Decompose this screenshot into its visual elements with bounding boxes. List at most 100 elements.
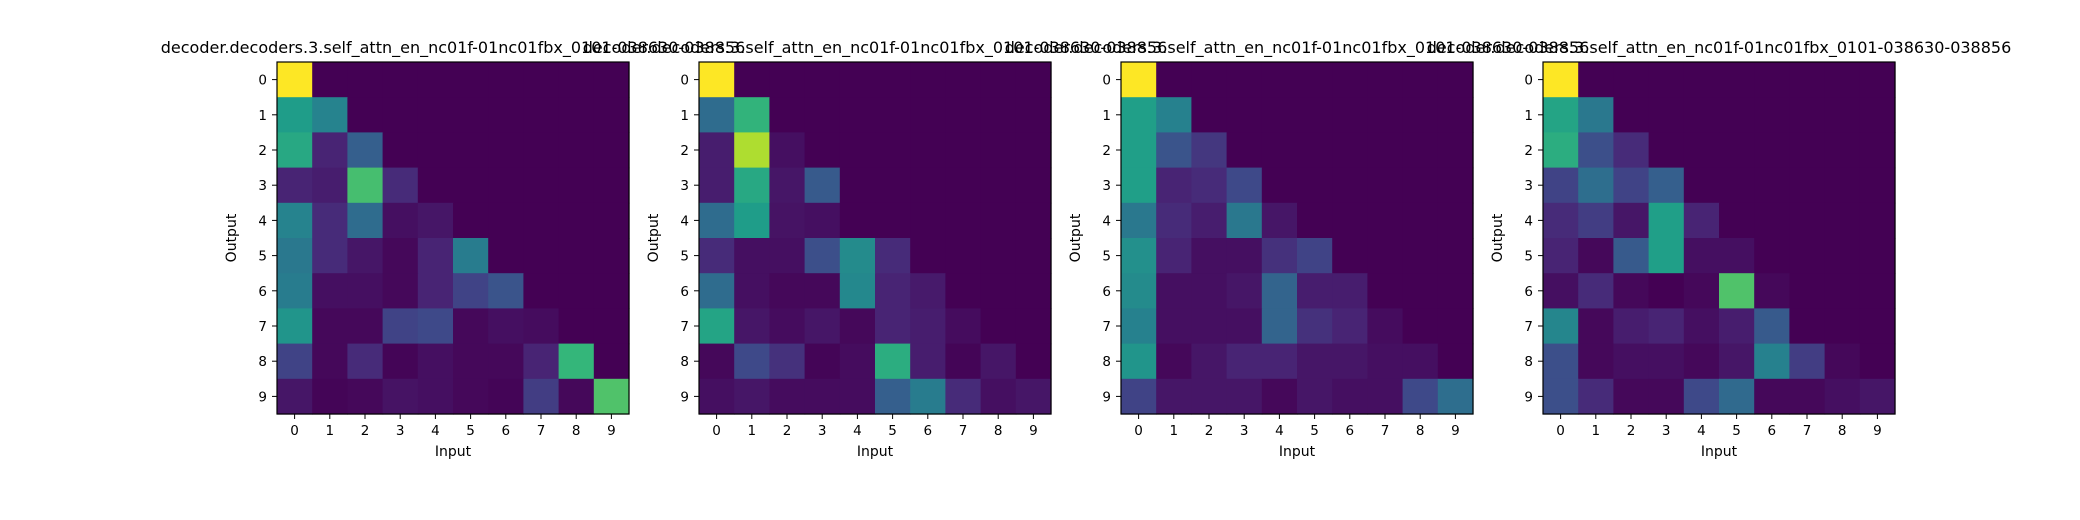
heatmap-cell xyxy=(1719,202,1755,239)
heatmap-cell xyxy=(1683,167,1720,204)
x-tick-label: 8 xyxy=(572,423,581,439)
y-tick-label: 9 xyxy=(258,389,267,405)
heatmap-cell xyxy=(1437,202,1474,239)
y-tick-label: 8 xyxy=(1524,354,1533,370)
heatmap-cell xyxy=(1297,273,1333,309)
heatmap-cell xyxy=(523,202,560,239)
heatmap-cell xyxy=(558,132,595,169)
heatmap-cell xyxy=(945,132,982,169)
heatmap-cell xyxy=(1226,238,1263,274)
heatmap-cell xyxy=(1613,378,1650,415)
heatmap-cell xyxy=(980,62,1017,98)
heatmap-cell xyxy=(453,97,489,133)
heatmap-cell xyxy=(382,273,419,309)
y-tick-label: 4 xyxy=(1102,213,1111,229)
heatmap-cell xyxy=(1402,343,1439,380)
heatmap-cell xyxy=(839,238,876,274)
heatmap-cell xyxy=(1437,97,1474,133)
y-tick-label: 5 xyxy=(680,249,689,265)
heatmap-cell xyxy=(980,132,1017,169)
x-tick-label: 6 xyxy=(502,423,511,439)
heatmap-cell xyxy=(593,202,630,239)
heatmap-cell xyxy=(1824,132,1861,169)
heatmap-cell xyxy=(312,238,348,274)
heatmap-cell xyxy=(347,273,384,309)
heatmap-cell xyxy=(699,238,735,274)
y-tick-label: 3 xyxy=(258,178,267,194)
heatmap-cell xyxy=(1613,238,1650,274)
heatmap-cell xyxy=(1613,62,1650,98)
y-tick-label: 7 xyxy=(680,319,689,335)
heatmap-cell xyxy=(488,343,524,380)
heatmap-cell xyxy=(1191,97,1228,133)
heatmap-cell xyxy=(1261,97,1298,133)
heatmap-cell xyxy=(1367,378,1404,415)
heatmap-cell xyxy=(1789,62,1826,98)
heatmap-cell xyxy=(1297,343,1333,380)
heatmap-cell xyxy=(1683,62,1720,98)
heatmap-cell xyxy=(1402,308,1439,345)
y-tick-label: 2 xyxy=(1102,143,1111,159)
heatmap-cell xyxy=(1648,97,1685,133)
heatmap-cell xyxy=(312,308,348,345)
heatmap-cell xyxy=(1121,202,1157,239)
heatmap-cell xyxy=(1191,202,1228,239)
heatmap-cell xyxy=(804,308,841,345)
heatmap-cell xyxy=(839,378,876,415)
heatmap-cell xyxy=(347,97,384,133)
heatmap-cell xyxy=(312,167,348,204)
heatmap-cell xyxy=(1261,378,1298,415)
heatmap-cell xyxy=(1226,343,1263,380)
heatmap-cell xyxy=(1015,343,1052,380)
heatmap-cell xyxy=(1859,308,1896,345)
heatmap-cell xyxy=(382,202,419,239)
x-tick-label: 7 xyxy=(1381,423,1390,439)
heatmap-cell xyxy=(1613,343,1650,380)
heatmap-cell xyxy=(699,378,735,415)
heatmap-cell xyxy=(910,202,946,239)
heatmap-cell xyxy=(910,167,946,204)
heatmap-cell xyxy=(558,308,595,345)
heatmap-cell xyxy=(804,202,841,239)
heatmap-cell xyxy=(347,343,384,380)
heatmap-cell xyxy=(1261,238,1298,274)
heatmap-cell xyxy=(1683,343,1720,380)
y-tick-label: 2 xyxy=(258,143,267,159)
heatmap-cell xyxy=(1226,378,1263,415)
heatmap-cell xyxy=(945,308,982,345)
heatmap-cell xyxy=(734,378,770,415)
heatmap-cell xyxy=(453,167,489,204)
heatmap-cell xyxy=(1648,62,1685,98)
heatmap-cell xyxy=(1754,97,1790,133)
heatmap-cell xyxy=(417,308,454,345)
heatmap-cell xyxy=(1543,378,1579,415)
heatmap-cell xyxy=(1121,97,1157,133)
heatmap-cell xyxy=(980,202,1017,239)
x-tick-label: 2 xyxy=(783,423,792,439)
heatmap-cell xyxy=(1402,97,1439,133)
heatmap-cell xyxy=(417,132,454,169)
heatmap-cell xyxy=(417,238,454,274)
plot-frame xyxy=(1120,61,1474,415)
heatmap-cell xyxy=(1437,308,1474,345)
heatmap-cell xyxy=(1367,343,1404,380)
heatmap-cell xyxy=(1683,97,1720,133)
heatmap-cell xyxy=(1367,97,1404,133)
heatmap-cell xyxy=(1648,132,1685,169)
y-axis-label: Output xyxy=(1068,213,1084,262)
x-tick-label: 3 xyxy=(1240,423,1249,439)
heatmap-cell xyxy=(523,308,560,345)
heatmap-cell xyxy=(1613,97,1650,133)
heatmap-cell xyxy=(769,343,806,380)
heatmap-cell xyxy=(1121,343,1157,380)
heatmap-cell xyxy=(1578,308,1614,345)
heatmap-cell xyxy=(734,167,770,204)
heatmap-cell xyxy=(382,378,419,415)
heatmap-cell xyxy=(382,238,419,274)
x-tick-label: 1 xyxy=(1592,423,1601,439)
heatmap-cell xyxy=(523,167,560,204)
heatmap-cell xyxy=(1578,132,1614,169)
heatmap-cell xyxy=(1578,167,1614,204)
y-tick-label: 8 xyxy=(680,354,689,370)
heatmap-cell xyxy=(312,62,348,98)
